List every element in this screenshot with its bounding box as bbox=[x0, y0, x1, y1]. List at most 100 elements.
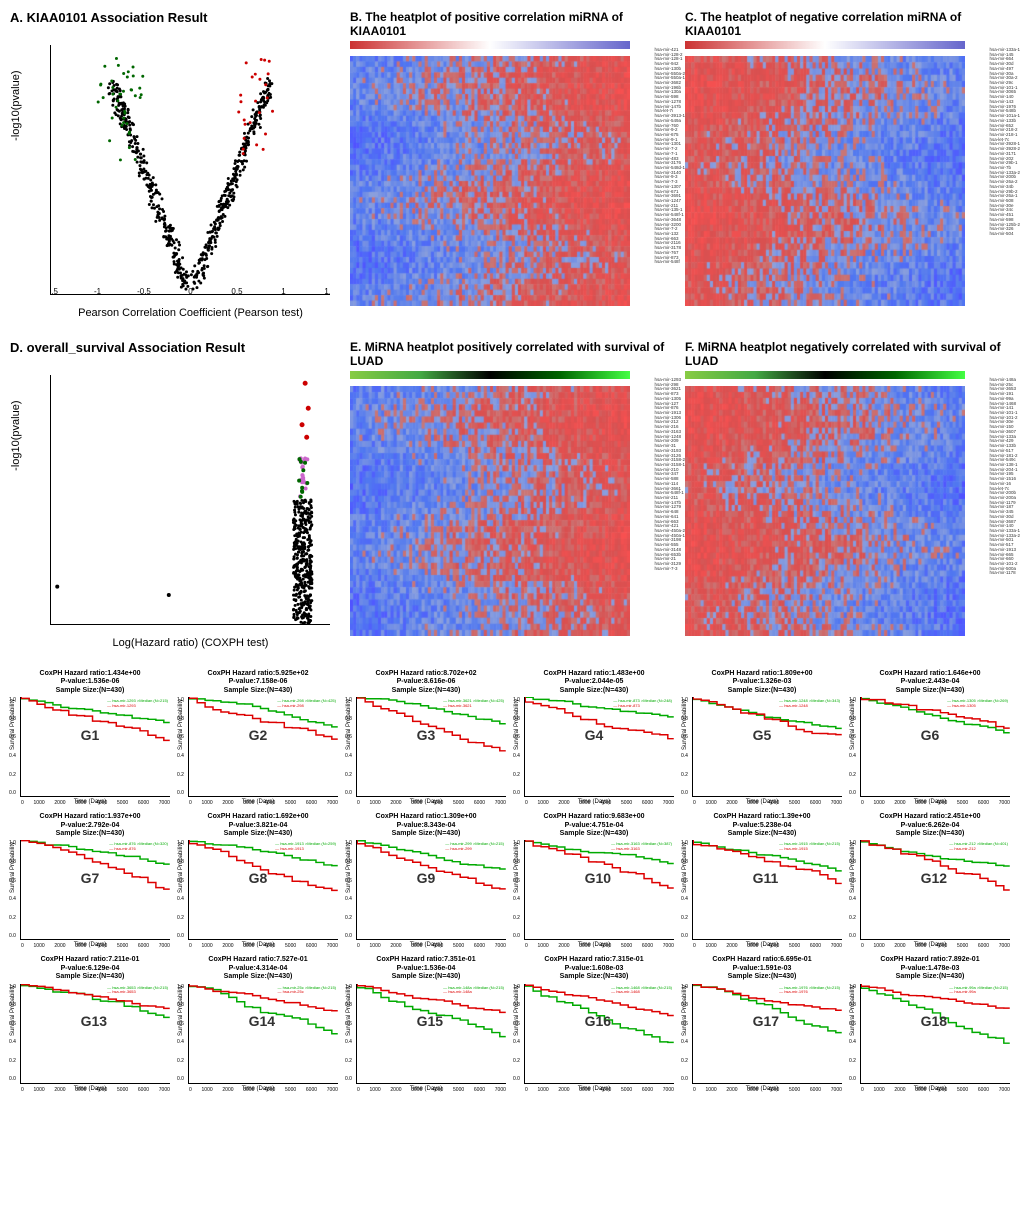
km-yticks: 1.00.80.60.40.20.0 bbox=[849, 697, 856, 796]
heatmap-b-body bbox=[350, 56, 630, 306]
km-panel-g10: CoxPH Hazard ratio:9.683e+00P-value:4.75… bbox=[514, 813, 674, 948]
svg-text:-1: -1 bbox=[94, 287, 102, 294]
volcano-plot-a: -log10(pvalue) Pearson Correlation Coeff… bbox=[50, 45, 330, 295]
heatmap-c-body bbox=[685, 56, 965, 306]
volcano-d-xlabel: Log(Hazard ratio) (COXPH test) bbox=[113, 637, 269, 649]
km-id-label: G4 bbox=[585, 727, 604, 743]
km-id-label: G5 bbox=[753, 727, 772, 743]
svg-text:0.5: 0.5 bbox=[231, 287, 243, 294]
km-yticks: 1.00.80.60.40.20.0 bbox=[345, 840, 352, 939]
km-svg bbox=[693, 984, 842, 1083]
km-panel-g5: CoxPH Hazard ratio:1.809e+00P-value:1.32… bbox=[682, 670, 842, 805]
km-plot: — hsa-mir-25c >Median (N=215) — hsa-mir-… bbox=[188, 984, 338, 1084]
km-svg bbox=[189, 697, 338, 796]
km-yticks: 1.00.80.60.40.20.0 bbox=[177, 840, 184, 939]
km-svg bbox=[357, 840, 506, 939]
km-yticks: 1.00.80.60.40.20.0 bbox=[9, 984, 16, 1083]
km-xticks: 01000200030004000500060007000 bbox=[189, 1087, 338, 1093]
multipanel-figure: A. KIAA0101 Association Result -log10(pv… bbox=[0, 0, 1020, 1102]
km-stats: CoxPH Hazard ratio:1.646e+00P-value:2.44… bbox=[850, 670, 1010, 695]
volcano-a-xlabel: Pearson Correlation Coefficient (Pearson… bbox=[78, 307, 303, 319]
km-legend: — hsa-mir-3653 >Median (N=215) — hsa-mir… bbox=[107, 986, 168, 996]
km-svg bbox=[21, 984, 170, 1083]
km-yticks: 1.00.80.60.40.20.0 bbox=[849, 840, 856, 939]
km-panel-g14: CoxPH Hazard ratio:7.527e-01P-value:4.31… bbox=[178, 956, 338, 1091]
heatmap-b-gradient-bar bbox=[350, 41, 630, 49]
km-id-label: G7 bbox=[81, 870, 100, 886]
km-yticks: 1.00.80.60.40.20.0 bbox=[177, 984, 184, 1083]
km-panel-g8: CoxPH Hazard ratio:1.692e+00P-value:3.82… bbox=[178, 813, 338, 948]
km-legend: — hsa-mir-99a >Median (N=215) — hsa-mir-… bbox=[949, 986, 1008, 996]
svg-text:-0.5: -0.5 bbox=[137, 287, 151, 294]
heatmap-e-rowlabels: hsa-mir-1293hsa-mir-298hsa-mir-3621hsa-m… bbox=[654, 378, 685, 571]
km-yticks: 1.00.80.60.40.20.0 bbox=[345, 697, 352, 796]
km-panel-g18: CoxPH Hazard ratio:7.892e-01P-value:1.47… bbox=[850, 956, 1010, 1091]
heatmap-f: hsa-mir-148ahsa-mir-25chsa-mir-3653hsa-m… bbox=[685, 368, 965, 628]
km-plot: — hsa-mir-1468 >Median (N=215) — hsa-mir… bbox=[524, 984, 674, 1084]
heatmap-f-rowlabels: hsa-mir-148ahsa-mir-25chsa-mir-3653hsa-m… bbox=[989, 378, 1020, 576]
km-id-label: G6 bbox=[921, 727, 940, 743]
km-legend: — hsa-mir-3621 >Median (N=425) — hsa-mir… bbox=[443, 699, 504, 709]
km-legend: — hsa-mir-1913 >Median (N=259) — hsa-mir… bbox=[275, 842, 336, 852]
km-plot: — hsa-mir-1913 >Median (N=259) — hsa-mir… bbox=[188, 840, 338, 940]
km-stats: CoxPH Hazard ratio:1.39e+00P-value:5.238… bbox=[682, 813, 842, 838]
km-stats: CoxPH Hazard ratio:1.434e+00P-value:1.53… bbox=[10, 670, 170, 695]
km-panel-g13: CoxPH Hazard ratio:7.211e-01P-value:6.12… bbox=[10, 956, 170, 1091]
km-xticks: 01000200030004000500060007000 bbox=[525, 943, 674, 949]
km-panel-g16: CoxPH Hazard ratio:7.315e-01P-value:1.60… bbox=[514, 956, 674, 1091]
km-stats: CoxPH Hazard ratio:1.809e+00P-value:1.32… bbox=[682, 670, 842, 695]
km-stats: CoxPH Hazard ratio:9.683e+00P-value:4.75… bbox=[514, 813, 674, 838]
km-panel-g1: CoxPH Hazard ratio:1.434e+00P-value:1.53… bbox=[10, 670, 170, 805]
panel-e-title: MiRNA heatplot positively correlated wit… bbox=[350, 340, 664, 368]
km-svg bbox=[189, 840, 338, 939]
svg-text:-1.5: -1.5 bbox=[51, 287, 58, 294]
km-id-label: G10 bbox=[585, 870, 611, 886]
svg-text:0: 0 bbox=[188, 287, 193, 294]
panel-a-title: KIAA0101 Association Result bbox=[27, 10, 208, 25]
km-panel-g4: CoxPH Hazard ratio:1.483e+00P-value:2.04… bbox=[514, 670, 674, 805]
km-stats: CoxPH Hazard ratio:6.695e-01P-value:1.59… bbox=[682, 956, 842, 981]
km-xticks: 01000200030004000500060007000 bbox=[525, 1087, 674, 1093]
km-stats: CoxPH Hazard ratio:5.925e+02P-value:7.15… bbox=[178, 670, 338, 695]
km-id-label: G2 bbox=[249, 727, 268, 743]
km-plot: — hsa-mir-3621 >Median (N=425) — hsa-mir… bbox=[356, 697, 506, 797]
km-id-label: G14 bbox=[249, 1013, 275, 1029]
panel-d-title: overall_survival Association Result bbox=[27, 340, 245, 355]
km-plot: — hsa-mir-1293 >Median (N=215) — hsa-mir… bbox=[20, 697, 170, 797]
km-xticks: 01000200030004000500060007000 bbox=[189, 800, 338, 806]
km-xticks: 01000200030004000500060007000 bbox=[861, 800, 1010, 806]
km-legend: — hsa-mir-212 >Median (N=401) — hsa-mir-… bbox=[949, 842, 1008, 852]
km-svg bbox=[525, 697, 674, 796]
km-stats: CoxPH Hazard ratio:7.315e-01P-value:1.60… bbox=[514, 956, 674, 981]
km-xticks: 01000200030004000500060007000 bbox=[21, 800, 170, 806]
km-legend: — hsa-mir-1976 >Median (N=215) — hsa-mir… bbox=[779, 986, 840, 996]
km-plot: — hsa-mir-99a >Median (N=215) — hsa-mir-… bbox=[860, 984, 1010, 1084]
heatmap-f-body bbox=[685, 386, 965, 636]
km-stats: CoxPH Hazard ratio:2.451e+00P-value:6.26… bbox=[850, 813, 1010, 838]
km-stats: CoxPH Hazard ratio:7.351e-01P-value:1.53… bbox=[346, 956, 506, 981]
km-legend: — hsa-mir-876 >Median (N=320) — hsa-mir-… bbox=[109, 842, 168, 852]
km-legend: — hsa-mir-25c >Median (N=215) — hsa-mir-… bbox=[278, 986, 336, 996]
km-id-label: G16 bbox=[585, 1013, 611, 1029]
km-legend: — hsa-mir-1293 >Median (N=215) — hsa-mir… bbox=[107, 699, 168, 709]
panel-d-label: D. bbox=[10, 340, 23, 355]
heatmap-b-rowlabels: hsa-mir-421hsa-mir-128-2hsa-mir-128-1hsa… bbox=[654, 48, 685, 265]
km-panel-g7: CoxPH Hazard ratio:1.937e+00P-value:2.79… bbox=[10, 813, 170, 948]
heatmap-e: hsa-mir-1293hsa-mir-298hsa-mir-3621hsa-m… bbox=[350, 368, 630, 628]
km-yticks: 1.00.80.60.40.20.0 bbox=[177, 697, 184, 796]
km-yticks: 1.00.80.60.40.20.0 bbox=[9, 840, 16, 939]
km-xticks: 01000200030004000500060007000 bbox=[21, 1087, 170, 1093]
km-panel-g11: CoxPH Hazard ratio:1.39e+00P-value:5.238… bbox=[682, 813, 842, 948]
km-yticks: 1.00.80.60.40.20.0 bbox=[345, 984, 352, 1083]
km-svg bbox=[861, 697, 1010, 796]
km-yticks: 1.00.80.60.40.20.0 bbox=[513, 697, 520, 796]
heatmap-e-body bbox=[350, 386, 630, 636]
km-id-label: G1 bbox=[81, 727, 100, 743]
km-xticks: 01000200030004000500060007000 bbox=[189, 943, 338, 949]
km-stats: CoxPH Hazard ratio:8.702e+02P-value:8.61… bbox=[346, 670, 506, 695]
km-panel-g2: CoxPH Hazard ratio:5.925e+02P-value:7.15… bbox=[178, 670, 338, 805]
km-stats: CoxPH Hazard ratio:1.483e+00P-value:2.04… bbox=[514, 670, 674, 695]
km-yticks: 1.00.80.60.40.20.0 bbox=[681, 840, 688, 939]
km-plot: — hsa-mir-876 >Median (N=320) — hsa-mir-… bbox=[20, 840, 170, 940]
km-legend: — hsa-mir-873 >Median (N=248) — hsa-mir-… bbox=[613, 699, 672, 709]
